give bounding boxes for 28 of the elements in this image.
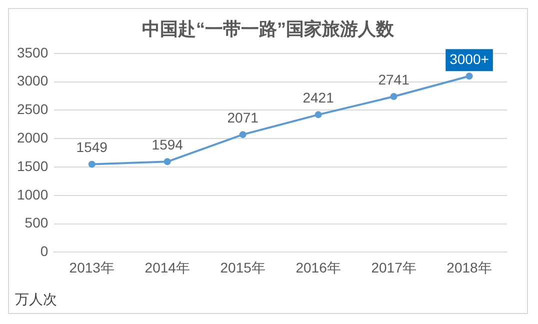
y-tick-label: 1500 <box>16 158 48 174</box>
point <box>239 131 246 138</box>
data-label: 3000+ <box>450 50 489 67</box>
data-label: 1594 <box>152 136 184 153</box>
y-tick-label: 1000 <box>16 186 48 202</box>
data-label: 2421 <box>302 90 334 106</box>
x-tick-label: 2015年 <box>220 259 266 276</box>
x-tick-label: 2013年 <box>69 259 114 276</box>
data-label: 2741 <box>378 71 410 88</box>
y-tick-label: 500 <box>24 214 48 231</box>
x-tick-label: 2014年 <box>144 259 190 276</box>
y-axis-title: 万人次 <box>15 291 57 309</box>
x-tick-label: 2017年 <box>371 259 416 276</box>
y-tick-label: 3500 <box>16 44 48 60</box>
point <box>88 160 96 168</box>
data-label: 2071 <box>227 109 259 126</box>
point <box>314 111 322 118</box>
x-tick-label: 2016年 <box>296 259 341 276</box>
point <box>390 93 398 100</box>
y-tick-label: 0 <box>40 243 48 260</box>
point <box>466 72 473 80</box>
y-tick-label: 2500 <box>16 101 48 118</box>
point <box>164 158 171 166</box>
data-label: 1549 <box>76 139 108 156</box>
chart-title: 中国赴“一带一路”国家旅游人数 <box>141 18 395 39</box>
y-tick-label: 2000 <box>16 129 48 146</box>
x-tick-label: 2018年 <box>446 259 492 276</box>
y-tick-label: 3000 <box>16 72 48 89</box>
